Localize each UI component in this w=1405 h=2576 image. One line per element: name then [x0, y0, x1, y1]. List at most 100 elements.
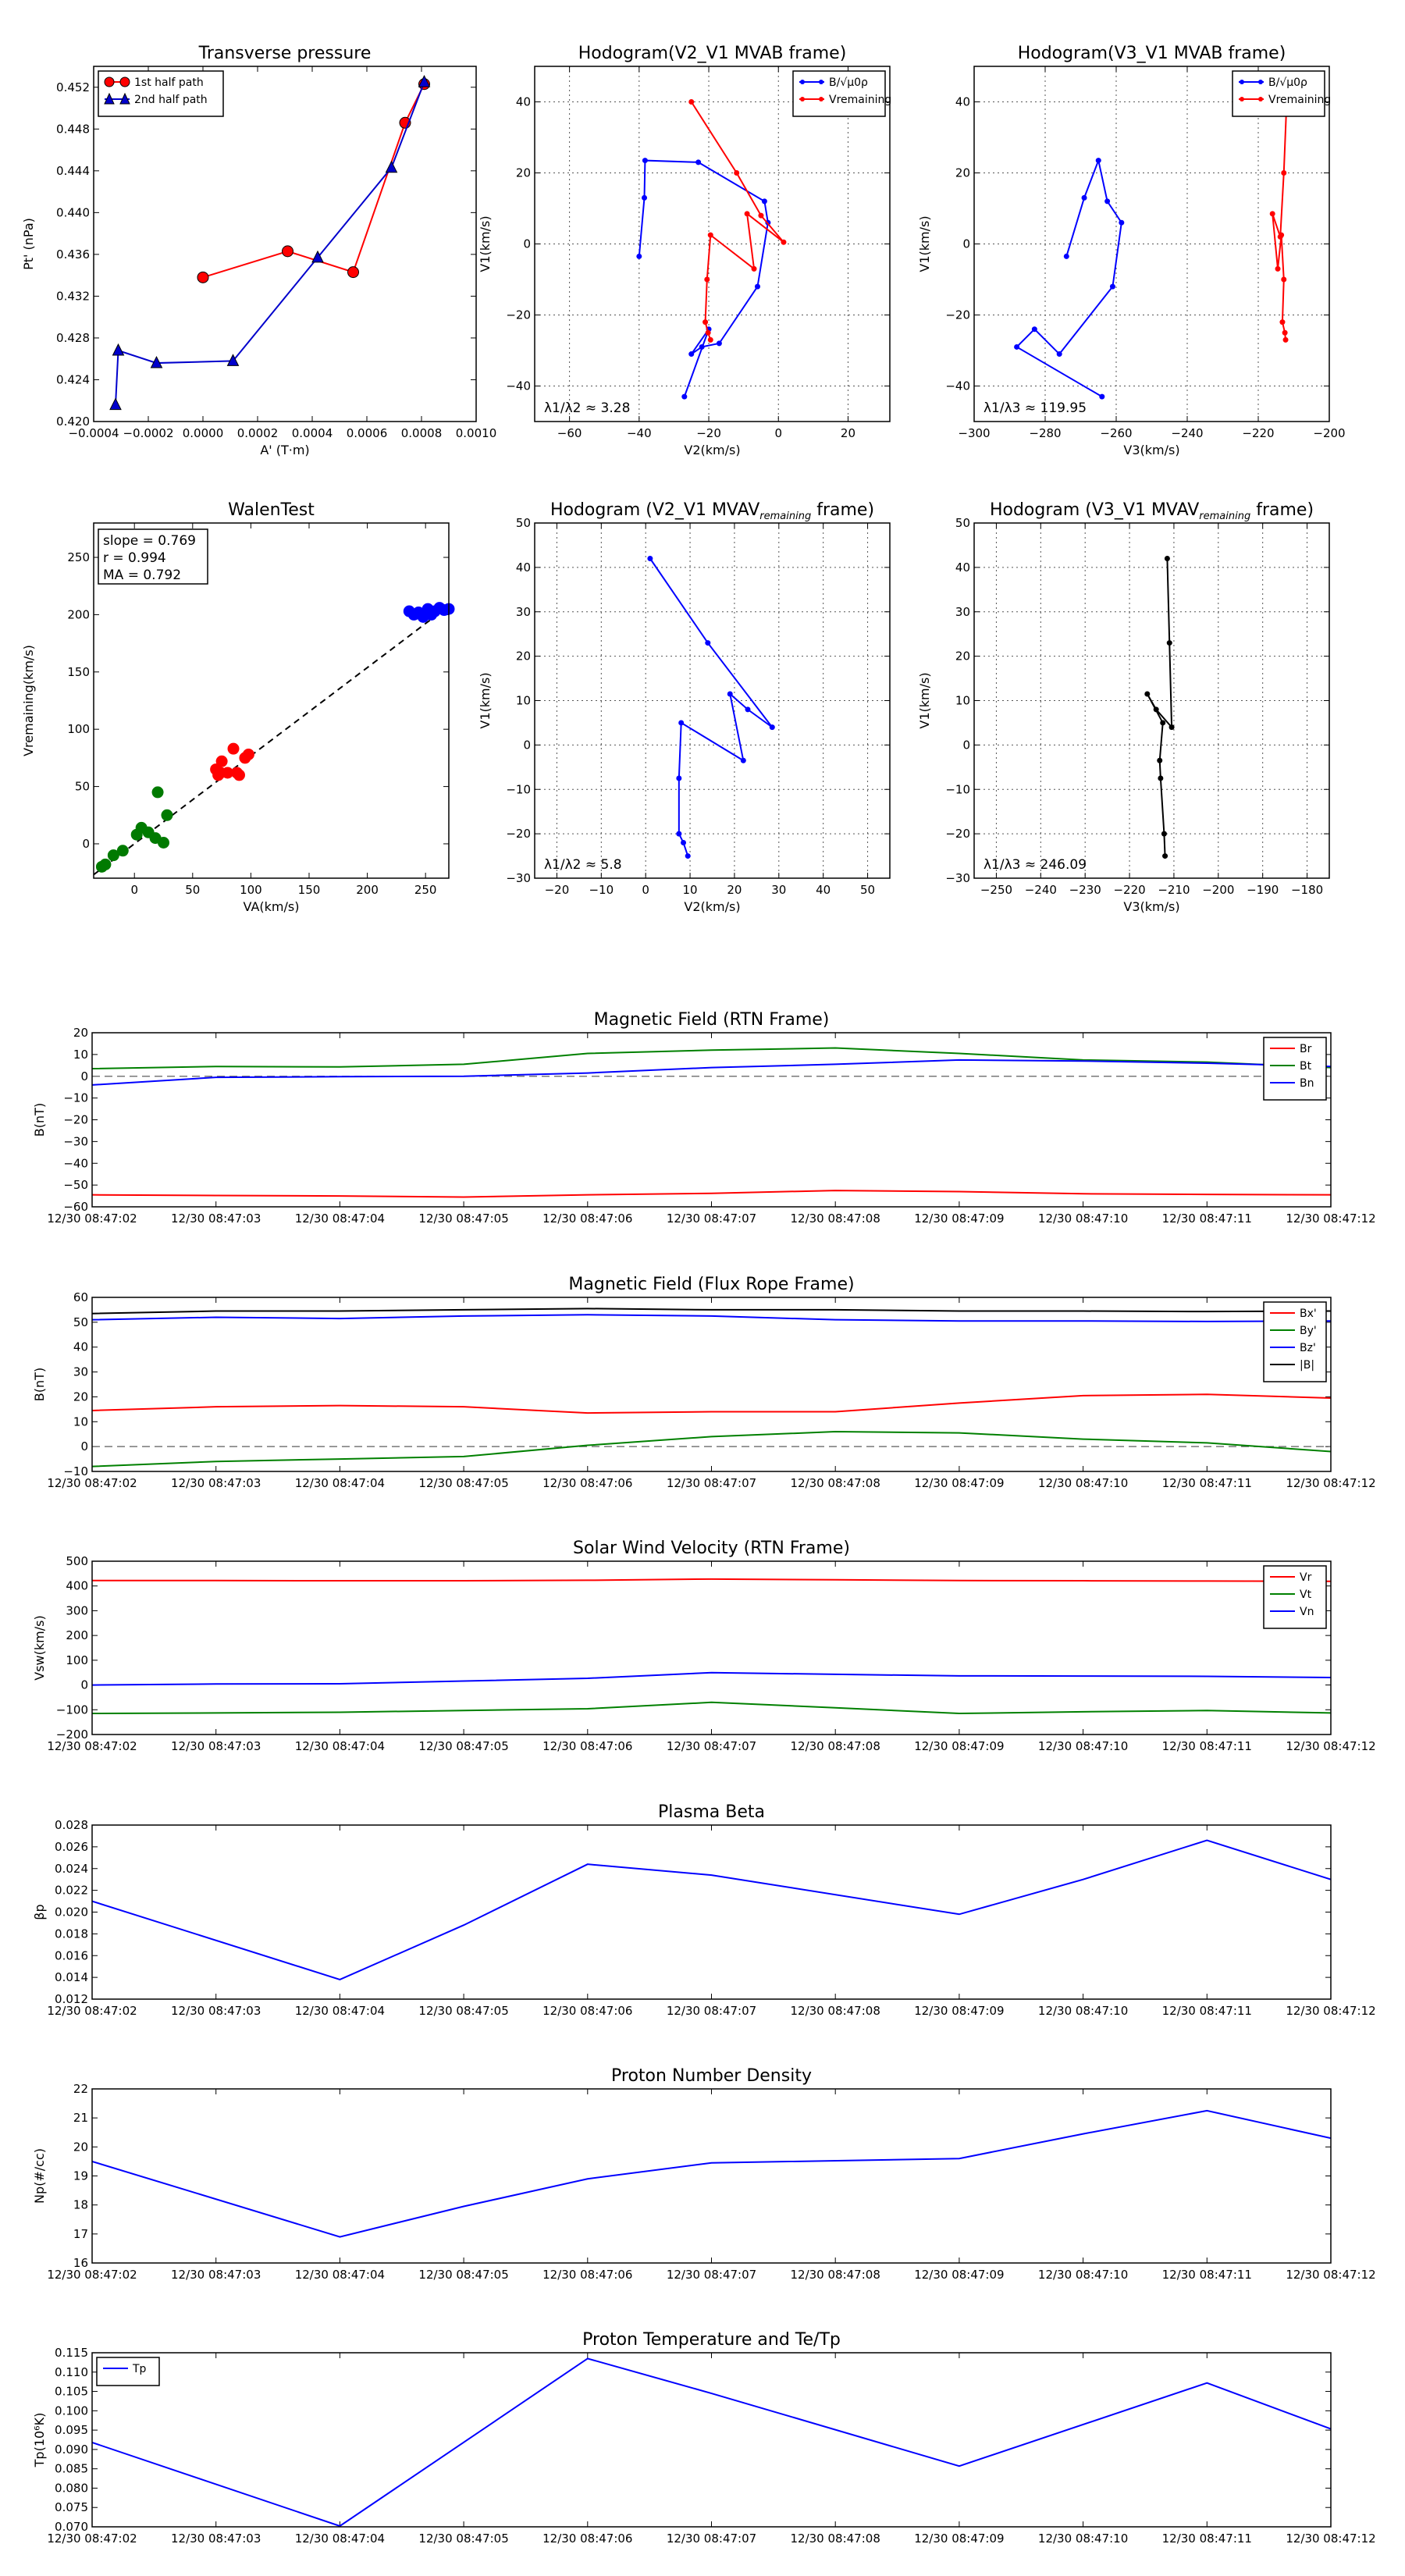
data-point	[242, 748, 254, 760]
y-tick-label: 20	[516, 649, 531, 664]
x-tick-label: 12/30 08:47:02	[47, 2268, 137, 2282]
x-tick-label: 12/30 08:47:03	[171, 2532, 261, 2546]
data-point	[727, 691, 733, 697]
data-point	[1279, 232, 1285, 238]
y-tick-label: 19	[73, 2169, 88, 2183]
y-tick-label: 0.018	[55, 1927, 88, 1941]
data-point	[1281, 170, 1287, 176]
x-tick-label: −220	[1242, 426, 1274, 440]
y-tick-label: −10	[506, 782, 531, 796]
x-tick-label: 250	[414, 883, 437, 897]
x-tick-label: −200	[1202, 883, 1234, 897]
plot-frame	[91, 1560, 1332, 1735]
series-line-By	[92, 1431, 1331, 1468]
annotation-box	[98, 528, 208, 585]
y-tick-label: −20	[506, 827, 531, 841]
annotation: λ1/λ2 ≈ 5.8	[544, 857, 622, 873]
x-tick-label: 12/30 08:47:04	[295, 2268, 385, 2282]
data-point	[704, 276, 710, 283]
x-tick-label: 40	[816, 883, 831, 897]
y-tick-label: −40	[63, 1156, 88, 1170]
plot-frame	[91, 1297, 1332, 1472]
x-tick-label: 12/30 08:47:10	[1038, 2004, 1128, 2018]
x-tick-label: −0.0004	[68, 426, 119, 440]
plot-frame	[973, 522, 1330, 879]
data-point	[758, 212, 764, 219]
chart-title: Proton Number Density	[611, 2066, 812, 2086]
data-point	[751, 265, 757, 272]
x-tick-label: 12/30 08:47:08	[791, 1476, 880, 1490]
x-tick-label: 12/30 08:47:03	[171, 1476, 261, 1490]
series-line-1sthalfpath	[202, 84, 425, 279]
plot-frame	[91, 1032, 1332, 1208]
y-tick-label: −10	[945, 782, 970, 796]
y-tick-label: 17	[73, 2227, 88, 2241]
annotation-line: slope = 0.769	[103, 533, 196, 549]
data-point	[705, 329, 711, 336]
x-tick-label: 12/30 08:47:02	[47, 1739, 137, 1753]
series-line-Tp	[92, 2357, 1331, 2527]
y-axis-label: V1(km/s)	[917, 672, 932, 728]
y-tick-label: 200	[66, 1628, 88, 1642]
x-tick-label: 12/30 08:47:03	[171, 2268, 261, 2282]
legend-label: Bx'	[1300, 1308, 1317, 1320]
series-line-Vt	[92, 1701, 1331, 1715]
y-tick-label: 0.070	[55, 2520, 88, 2534]
legend-box	[96, 2357, 160, 2386]
y-tick-label: 0.075	[55, 2500, 88, 2514]
x-axis-label: V2(km/s)	[684, 899, 740, 914]
x-tick-label: 12/30 08:47:07	[667, 2268, 756, 2282]
legend-marker	[1240, 97, 1244, 101]
x-tick-label: 12/30 08:47:08	[791, 1739, 880, 1753]
series-line-Np	[92, 2109, 1331, 2238]
legend-box	[792, 70, 886, 117]
data-point	[647, 556, 653, 561]
data-point	[197, 271, 209, 283]
series-line-Bn	[92, 1059, 1331, 1086]
title-end: frame)	[811, 500, 874, 520]
y-tick-label: 0	[80, 1069, 88, 1083]
chart-title: Hodogram(V3_V1 MVAB frame)	[1018, 44, 1286, 63]
annotation-line: MA = 0.792	[103, 568, 181, 583]
data-point	[745, 706, 751, 713]
x-tick-label: 12/30 08:47:12	[1286, 1212, 1375, 1226]
fit-line	[94, 605, 449, 876]
x-tick-label: −240	[1171, 426, 1203, 440]
y-tick-label: 0.432	[56, 289, 90, 303]
x-tick-label: 12/30 08:47:10	[1038, 1476, 1128, 1490]
x-tick-label: 12/30 08:47:06	[542, 1476, 632, 1490]
x-tick-label: 12/30 08:47:02	[47, 1476, 137, 1490]
y-tick-label: 40	[516, 95, 531, 109]
x-tick-label: −240	[1025, 883, 1057, 897]
data-point	[761, 198, 767, 205]
y-tick-label: 300	[66, 1603, 88, 1617]
legend-label: Vr	[1300, 1571, 1312, 1584]
plot-frame	[93, 522, 450, 879]
legend-marker	[1258, 80, 1263, 84]
data-point	[1144, 691, 1151, 697]
x-tick-label: 12/30 08:47:06	[542, 1212, 632, 1226]
y-tick-label: −10	[63, 1464, 88, 1478]
y-tick-label: 10	[516, 694, 531, 708]
y-tick-label: 0.080	[55, 2481, 88, 2495]
y-axis-label: B(nT)	[32, 1103, 47, 1137]
legend-label: B/√μ0ρ	[1268, 76, 1307, 89]
data-point	[681, 840, 687, 845]
x-tick-label: 12/30 08:47:06	[542, 1739, 632, 1753]
y-tick-label: 0.424	[56, 372, 90, 386]
x-tick-label: 12/30 08:47:02	[47, 1212, 137, 1226]
data-point	[702, 319, 709, 326]
x-tick-label: 12/30 08:47:08	[791, 1212, 880, 1226]
data-point	[1056, 351, 1062, 358]
y-tick-label: 0.095	[55, 2423, 88, 2437]
y-tick-label: 0.024	[55, 1862, 88, 1876]
data-point	[685, 853, 691, 859]
data-point	[1119, 219, 1125, 226]
y-tick-label: 0	[962, 738, 970, 752]
y-tick-label: 0.452	[56, 80, 90, 94]
series-line-B0	[1015, 158, 1122, 398]
x-tick-label: 12/30 08:47:08	[791, 2268, 880, 2282]
chart-walen: 0 50 100 150 200 250 0 50 100 150 200 250 WalenTest V…	[21, 500, 455, 914]
annotation: λ1/λ3 ≈ 119.95	[984, 400, 1087, 416]
